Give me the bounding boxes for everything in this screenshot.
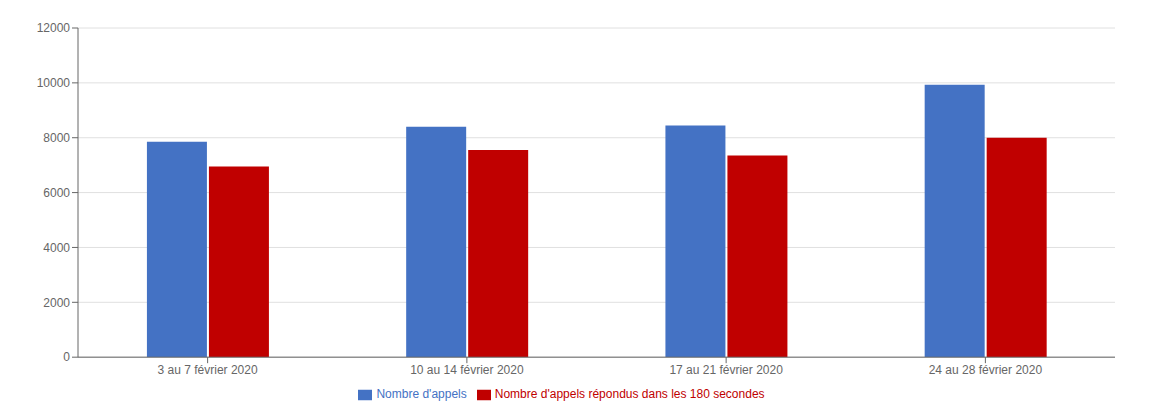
svg-text:12000: 12000 bbox=[37, 21, 71, 35]
svg-text:17 au 21 février 2020: 17 au 21 février 2020 bbox=[669, 363, 783, 377]
svg-text:0: 0 bbox=[63, 350, 70, 364]
svg-text:10 au 14 février 2020: 10 au 14 février 2020 bbox=[410, 363, 524, 377]
svg-text:8000: 8000 bbox=[43, 131, 70, 145]
svg-text:10000: 10000 bbox=[37, 76, 71, 90]
svg-text:2000: 2000 bbox=[43, 296, 70, 310]
svg-text:24 au 28 février 2020: 24 au 28 février 2020 bbox=[929, 363, 1043, 377]
svg-text:6000: 6000 bbox=[43, 186, 70, 200]
html-text:Nombre d'appels: Nombre d'appels bbox=[376, 387, 467, 402]
svg-text:3 au 7 février 2020: 3 au 7 février 2020 bbox=[158, 363, 258, 377]
svg-text:4000: 4000 bbox=[43, 241, 70, 255]
html-text:Nombre d'appels répondus dans: Nombre d'appels répondus dans les 180 se… bbox=[494, 387, 765, 402]
